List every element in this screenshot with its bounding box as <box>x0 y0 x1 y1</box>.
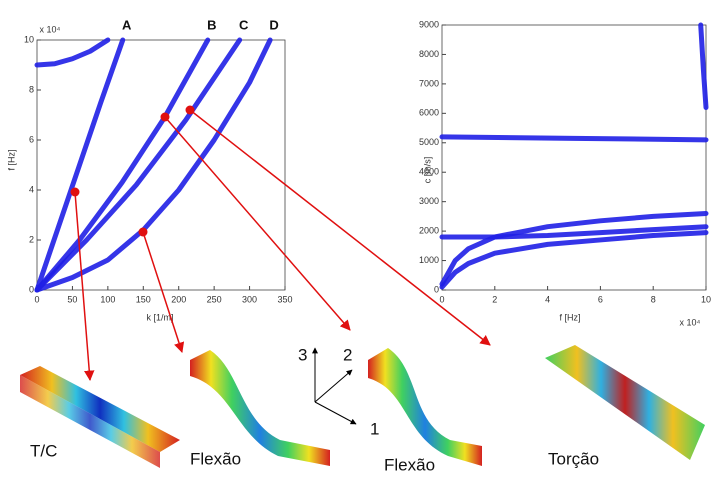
axis-arrow <box>315 370 352 402</box>
y-tick-label: 7000 <box>419 78 439 88</box>
series-label: D <box>269 17 278 32</box>
y-tick-label: 8 <box>29 84 34 94</box>
series-label: C <box>239 17 249 32</box>
highlight-dot <box>186 106 195 115</box>
mode-label: Torção <box>548 449 599 468</box>
y-tick-label: 9000 <box>419 19 439 29</box>
y-tick-label: 8000 <box>419 49 439 59</box>
y-tick-label: 5000 <box>419 137 439 147</box>
plot-area <box>442 25 706 290</box>
y-tick-label: 0 <box>29 284 34 294</box>
x-tick-label: 250 <box>207 294 222 304</box>
y-tick-label: 10 <box>24 34 34 44</box>
beam <box>20 366 180 452</box>
triad-label: 2 <box>343 345 352 364</box>
y-tick-label: 4 <box>29 184 34 194</box>
x-tick-label: 10 <box>701 294 711 304</box>
curve <box>37 40 208 290</box>
axis-multiplier: x 10⁴ <box>40 24 61 34</box>
mode-label: Flexão <box>190 449 241 468</box>
highlight-dot <box>161 113 170 122</box>
beam <box>368 348 482 466</box>
x-tick-label: 8 <box>651 294 656 304</box>
figure: 0501001502002503003500246810k [1/m]f [Hz… <box>0 0 711 477</box>
arrow <box>165 117 350 330</box>
y-tick-label: 6 <box>29 134 34 144</box>
y-axis-label: c [m/s] <box>422 157 432 184</box>
y-axis-label: f [Hz] <box>6 149 16 170</box>
triad-label: 3 <box>298 345 307 364</box>
x-tick-label: 100 <box>100 294 115 304</box>
x-tick-label: 50 <box>67 294 77 304</box>
x-tick-label: 300 <box>242 294 257 304</box>
x-tick-label: 350 <box>277 294 292 304</box>
x-axis-label: f [Hz] <box>559 312 580 322</box>
mode-label: Flexão <box>384 455 435 474</box>
curve <box>701 25 706 107</box>
curve <box>442 213 706 284</box>
curve <box>442 137 706 140</box>
y-tick-label: 2 <box>29 234 34 244</box>
y-tick-label: 1000 <box>419 255 439 265</box>
beam <box>545 345 705 460</box>
x-tick-label: 2 <box>492 294 497 304</box>
x-tick-label: 6 <box>598 294 603 304</box>
x-tick-label: 150 <box>136 294 151 304</box>
axis-arrow <box>315 402 356 424</box>
y-tick-label: 3000 <box>419 196 439 206</box>
arrow <box>75 192 90 380</box>
y-tick-label: 0 <box>434 284 439 294</box>
y-tick-label: 6000 <box>419 108 439 118</box>
x-tick-label: 0 <box>34 294 39 304</box>
curve <box>37 40 108 65</box>
x-tick-label: 4 <box>545 294 550 304</box>
axis-multiplier: x 10⁴ <box>680 317 701 327</box>
highlight-dot <box>139 228 148 237</box>
arrow <box>190 110 490 345</box>
series-label: B <box>207 17 216 32</box>
arrow <box>143 232 182 352</box>
y-tick-label: 2000 <box>419 225 439 235</box>
mode-shapes: 1 2 3 T/C Flexão Flexão Torção <box>20 345 705 474</box>
series-label: A <box>122 17 132 32</box>
mode-label: T/C <box>30 441 57 460</box>
x-tick-label: 200 <box>171 294 186 304</box>
triad-label: 1 <box>370 419 379 438</box>
highlight-dot <box>71 188 80 197</box>
x-tick-label: 0 <box>439 294 444 304</box>
